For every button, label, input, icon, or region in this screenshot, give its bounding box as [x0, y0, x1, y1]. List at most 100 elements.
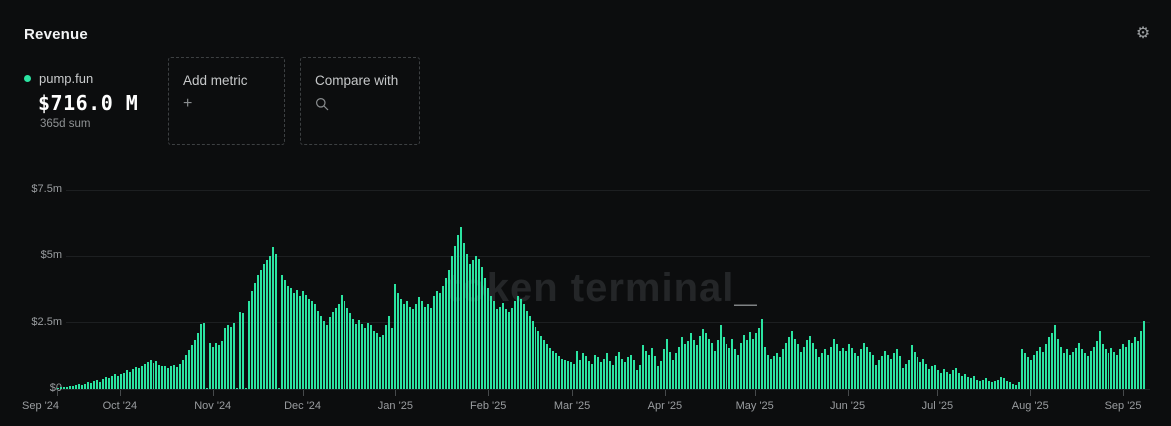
bar[interactable] [1083, 353, 1086, 389]
bar[interactable] [110, 375, 113, 389]
bar[interactable] [370, 325, 373, 389]
bar[interactable] [925, 363, 928, 389]
bar[interactable] [734, 349, 737, 389]
bar[interactable] [638, 365, 641, 389]
bar[interactable] [809, 335, 812, 389]
bar[interactable] [1122, 343, 1125, 389]
bar[interactable] [268, 256, 271, 389]
bar[interactable] [453, 245, 456, 389]
bar[interactable] [600, 362, 603, 389]
bar[interactable] [298, 296, 301, 389]
bar[interactable] [289, 288, 292, 389]
bar[interactable] [385, 325, 388, 389]
bar[interactable] [692, 339, 695, 389]
bar[interactable] [1020, 349, 1023, 389]
bar[interactable] [1026, 357, 1029, 389]
bar[interactable] [880, 355, 883, 389]
bar[interactable] [450, 256, 453, 389]
bar[interactable] [1104, 349, 1107, 389]
bar[interactable] [683, 343, 686, 389]
bar[interactable] [952, 370, 955, 389]
bar[interactable] [1101, 343, 1104, 389]
compare-with-button[interactable]: Compare with [300, 57, 420, 145]
bar[interactable] [991, 382, 994, 389]
bar[interactable] [1035, 350, 1038, 389]
bar[interactable] [173, 364, 176, 389]
bar[interactable] [647, 354, 650, 389]
bar[interactable] [829, 346, 832, 389]
bar[interactable] [635, 370, 638, 389]
bar[interactable] [967, 377, 970, 389]
bar[interactable] [549, 347, 552, 389]
bar[interactable] [310, 301, 313, 389]
bar[interactable] [806, 339, 809, 389]
bar[interactable] [519, 298, 522, 389]
bar[interactable] [615, 355, 618, 389]
bar[interactable] [447, 269, 450, 389]
bar[interactable] [871, 354, 874, 389]
bar[interactable] [997, 379, 1000, 389]
bar[interactable] [301, 290, 304, 389]
bar[interactable] [764, 346, 767, 389]
bar[interactable] [262, 264, 265, 389]
bar[interactable] [1095, 341, 1098, 389]
bar[interactable] [95, 379, 98, 389]
bar[interactable] [630, 354, 632, 389]
bar[interactable] [221, 341, 224, 389]
bar[interactable] [821, 353, 823, 389]
bar[interactable] [970, 378, 973, 389]
bar[interactable] [749, 331, 752, 389]
bar[interactable] [740, 342, 743, 389]
bar[interactable] [355, 324, 358, 389]
bar[interactable] [662, 349, 665, 389]
bar[interactable] [988, 381, 991, 389]
bar[interactable] [928, 369, 931, 389]
bar[interactable] [104, 377, 107, 389]
bar[interactable] [659, 361, 662, 389]
bar[interactable] [92, 381, 95, 389]
bar[interactable] [522, 304, 525, 389]
bar[interactable] [98, 381, 101, 389]
bar[interactable] [167, 367, 170, 389]
bar[interactable] [304, 294, 307, 389]
bar[interactable] [844, 350, 847, 389]
bar[interactable] [1128, 339, 1131, 389]
bar[interactable] [964, 374, 967, 389]
bar[interactable] [895, 349, 898, 389]
bar[interactable] [1062, 353, 1065, 389]
bar[interactable] [558, 355, 561, 389]
settings-button[interactable]: ⚙ [1131, 22, 1155, 46]
bar[interactable] [609, 361, 612, 389]
bar[interactable] [418, 297, 421, 389]
bar[interactable] [570, 362, 573, 389]
bar[interactable] [161, 366, 164, 389]
bar[interactable] [376, 333, 379, 389]
bar[interactable] [1116, 354, 1119, 389]
bar[interactable] [776, 353, 779, 389]
bar[interactable] [388, 316, 391, 389]
bar[interactable] [668, 351, 671, 389]
bar[interactable] [579, 359, 582, 389]
bar[interactable] [838, 350, 841, 389]
bar[interactable] [59, 387, 62, 389]
bar[interactable] [1071, 351, 1074, 389]
bar[interactable] [913, 351, 916, 389]
bar[interactable] [916, 357, 919, 389]
bar[interactable] [349, 313, 352, 389]
bar[interactable] [170, 366, 173, 389]
bar[interactable] [334, 308, 337, 389]
bar[interactable] [256, 274, 259, 389]
bar[interactable] [877, 359, 880, 389]
bar[interactable] [295, 289, 298, 389]
bar[interactable] [274, 253, 277, 389]
bar[interactable] [131, 369, 134, 389]
bar[interactable] [188, 349, 191, 389]
bar[interactable] [1077, 342, 1080, 389]
bar[interactable] [406, 301, 409, 389]
bar[interactable] [319, 316, 322, 389]
bar[interactable] [292, 293, 295, 389]
bar[interactable] [555, 353, 558, 389]
bar[interactable] [597, 357, 600, 389]
bar[interactable] [424, 306, 427, 389]
bar[interactable] [480, 266, 483, 389]
